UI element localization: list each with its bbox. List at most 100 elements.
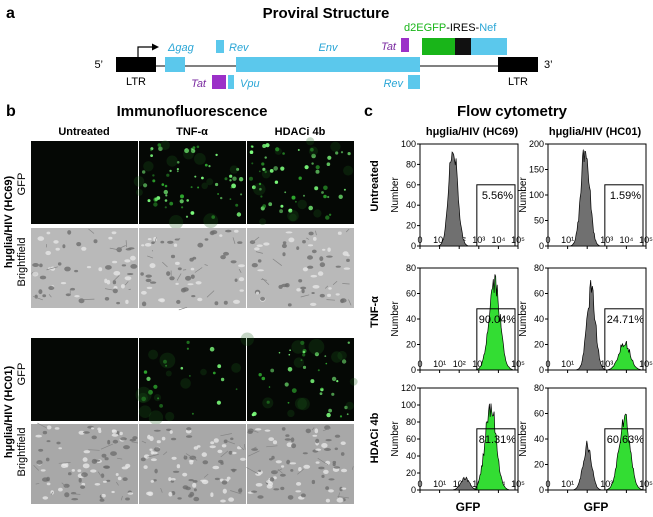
micrograph-hc01-brightfield-untreated <box>31 422 139 504</box>
gfp-gate <box>476 184 516 247</box>
nef-box <box>471 38 507 55</box>
y-tick-label: 0 <box>539 485 544 495</box>
rev-top-label: Rev <box>229 42 250 54</box>
x-tick-label: 10¹ <box>433 235 446 245</box>
flow-histogram-hc69-tnf: 020406080Number010¹10²10³10⁴10⁵90.04% <box>390 263 525 375</box>
x-tick-label: 10³ <box>600 479 613 489</box>
micrograph-hc01-brightfield-tnf <box>139 424 246 504</box>
micrograph-grid <box>31 137 358 504</box>
tat-exon1-box <box>212 75 226 89</box>
y-tick-label: 80 <box>406 417 416 427</box>
gfp-gate <box>476 428 516 491</box>
micrograph-hc69-gfp-hdaci <box>247 137 354 226</box>
y-tick-label: 0 <box>411 485 416 495</box>
micrograph-hc69-brightfield-tnf <box>139 228 246 311</box>
gfp-gate <box>604 308 644 371</box>
x-tick-label: 10² <box>453 479 466 489</box>
vpu-box <box>228 75 234 89</box>
y-axis-label: Number <box>518 177 529 213</box>
proviral-diagram: 5’ 3’ LTR LTR Δgag Rev Tat Vpu Env Tat R… <box>94 22 552 90</box>
ltr-3prime-box <box>498 57 538 72</box>
d2egfp-label: d2EGFP <box>404 22 446 34</box>
y-tick-label: 20 <box>534 460 544 470</box>
panel-c-letter: c <box>364 103 373 120</box>
x-tick-label: 10⁵ <box>639 479 653 489</box>
x-tick-label: 0 <box>417 235 422 245</box>
micrograph-hc01-brightfield-hdaci <box>246 424 354 504</box>
y-tick-label: 50 <box>534 216 544 226</box>
x-tick-label: 10¹ <box>433 359 446 369</box>
panel-a-letter: a <box>6 5 15 22</box>
micrograph-hc01-gfp-untreated <box>31 338 138 421</box>
y-tick-label: 100 <box>401 139 416 149</box>
immuno-hc69-gfp-label: GFP <box>16 173 28 196</box>
histogram-peak-negative <box>559 149 611 247</box>
immuno-col-tnf: TNF-α <box>176 126 208 138</box>
x-tick-label: 10¹ <box>433 479 446 489</box>
x-tick-label: 10⁵ <box>511 479 525 489</box>
y-tick-label: 0 <box>539 365 544 375</box>
y-axis-label: Number <box>518 421 529 457</box>
ltr-3prime-label: LTR <box>508 76 528 88</box>
x-tick-label: 10³ <box>472 359 485 369</box>
x-tick-label: 10⁵ <box>639 235 653 245</box>
immuno-group-hc01-label: hμglia/HIV (HC01) <box>3 366 15 459</box>
y-tick-label: 60 <box>534 289 544 299</box>
y-tick-label: 40 <box>534 434 544 444</box>
micrograph-hc69-gfp-untreated <box>31 141 138 224</box>
gated-percent-label: 60.63% <box>607 434 645 446</box>
x-tick-label: 10¹ <box>561 359 574 369</box>
rev-exon1-box <box>216 40 224 53</box>
micrograph-hc01-gfp-hdaci <box>240 332 358 421</box>
y-tick-label: 80 <box>534 263 544 273</box>
gfp-gate <box>604 184 644 247</box>
y-tick-label: 40 <box>406 451 416 461</box>
gfp-gate <box>476 308 516 371</box>
panel-b-title: Immunofluorescence <box>117 103 268 120</box>
x-tick-label: 0 <box>417 359 422 369</box>
y-tick-label: 0 <box>411 241 416 251</box>
gated-percent-label: 1.59% <box>610 190 641 202</box>
gated-percent-label: 5.56% <box>482 190 513 202</box>
immuno-group-hc69-label: hμglia/HIV (HC69) <box>3 176 15 269</box>
y-tick-label: 60 <box>406 289 416 299</box>
y-tick-label: 150 <box>529 165 544 175</box>
flow-xlabel-hc01: GFP <box>584 500 609 514</box>
tat-exon2-box <box>401 38 409 52</box>
micrograph-hc69-brightfield-hdaci <box>247 228 354 308</box>
panel-c-title: Flow cytometry <box>457 103 568 120</box>
flow-histogram-hc69-untreated: 020406080100Number010¹10²10³10⁴10⁵5.56% <box>390 139 525 251</box>
y-tick-label: 40 <box>406 314 416 324</box>
flow-col-hc01: hμglia/HIV (HC01) <box>549 126 642 138</box>
x-tick-label: 10² <box>453 359 466 369</box>
immuno-hc01-brightfield-label: Brightfield <box>16 428 28 477</box>
flow-histogram-hc69-hdaci: 020406080100120Number010¹10²10³10⁴10⁵81.… <box>390 383 525 495</box>
x-tick-label: 10⁴ <box>491 235 505 245</box>
x-tick-label: 0 <box>545 479 550 489</box>
panel-a-title: Proviral Structure <box>263 5 390 22</box>
x-tick-label: 10⁵ <box>639 359 653 369</box>
flow-xlabel-hc69: GFP <box>456 500 481 514</box>
y-tick-label: 20 <box>406 221 416 231</box>
immuno-col-hdaci: HDACi 4b <box>275 126 326 138</box>
promoter-arrowhead <box>152 43 159 51</box>
y-tick-label: 0 <box>411 365 416 375</box>
y-tick-label: 100 <box>401 400 416 410</box>
gated-percent-label: 90.04% <box>479 314 517 326</box>
x-tick-label: 10¹ <box>561 235 574 245</box>
y-tick-label: 20 <box>534 340 544 350</box>
x-tick-label: 0 <box>545 235 550 245</box>
x-tick-label: 10³ <box>600 359 613 369</box>
x-tick-label: 10⁵ <box>511 235 525 245</box>
y-axis-label: Number <box>390 301 401 337</box>
three-prime-label: 3’ <box>544 59 553 71</box>
y-tick-label: 100 <box>529 190 544 200</box>
y-tick-label: 80 <box>406 263 416 273</box>
flow-row-hdaci: HDACi 4b <box>369 412 381 463</box>
y-tick-label: 40 <box>534 314 544 324</box>
y-tick-label: 0 <box>539 241 544 251</box>
histogram-peak-negative <box>427 151 479 247</box>
gfp-gate <box>604 428 644 491</box>
flow-histogram-hc01-untreated: 050100150200Number010¹10²10³10⁴10⁵1.59% <box>518 139 653 251</box>
rev-exon2-box <box>408 75 420 89</box>
